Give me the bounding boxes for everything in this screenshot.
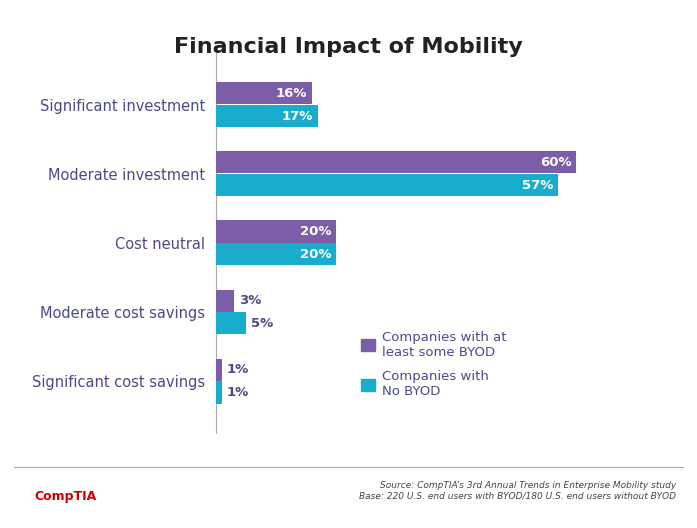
Text: 57%: 57% [522,178,553,192]
Text: 16%: 16% [276,87,307,100]
Text: 1%: 1% [227,363,249,376]
Text: Source: CompTIA’s 3rd Annual Trends in Enterprise Mobility study
Base: 220 U.S. : Source: CompTIA’s 3rd Annual Trends in E… [359,482,676,501]
Text: 20%: 20% [300,225,331,238]
Legend: Companies with at
least some BYOD, Companies with
No BYOD: Companies with at least some BYOD, Compa… [361,331,507,399]
Text: 1%: 1% [227,386,249,399]
Text: CompTIA: CompTIA [35,490,97,503]
Text: 17%: 17% [282,109,314,122]
Bar [216,220,336,242]
Bar [216,174,558,196]
Text: Financial Impact of Mobility: Financial Impact of Mobility [174,37,523,57]
Bar [216,152,576,173]
Bar [216,289,234,312]
Bar [216,313,246,334]
Text: 3%: 3% [239,294,261,307]
Text: 60%: 60% [539,156,572,169]
Text: 20%: 20% [300,248,331,261]
Bar [216,82,312,105]
Bar [216,381,222,403]
Bar [216,243,336,266]
Bar [216,359,222,381]
Text: 5%: 5% [251,317,273,330]
Bar [216,105,318,127]
